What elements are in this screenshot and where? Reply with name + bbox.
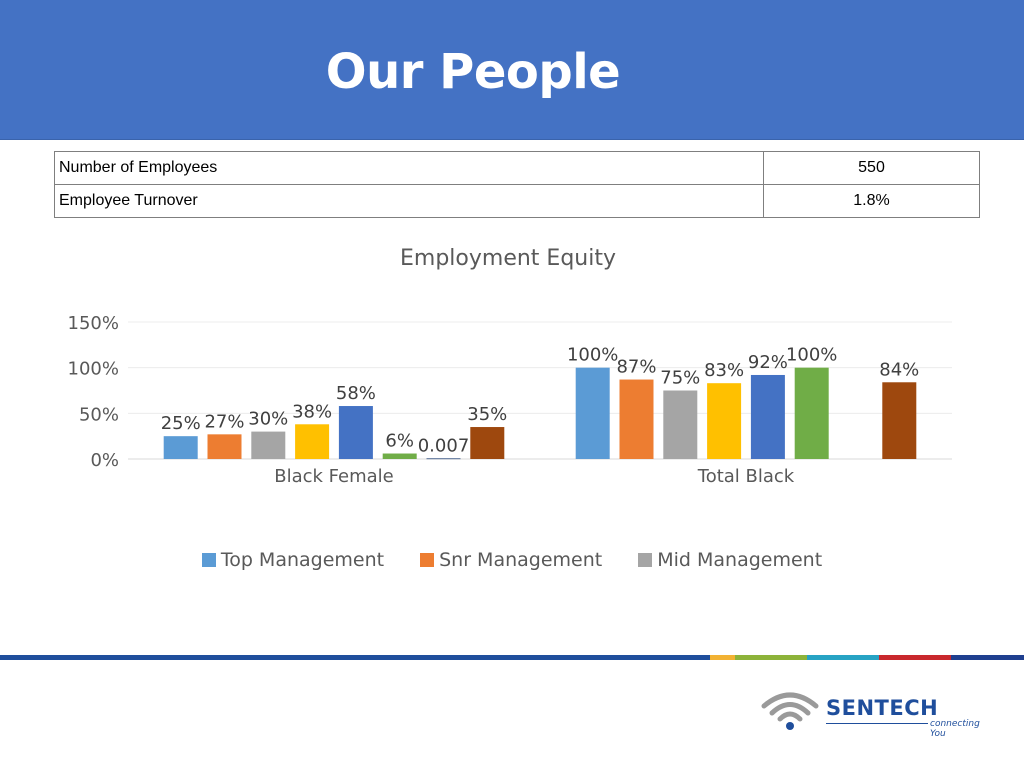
stat-label-employees: Number of Employees	[54, 151, 764, 185]
table-row: Number of Employees 550	[54, 151, 980, 185]
legend-swatch	[420, 553, 435, 567]
data-label: 0.007	[418, 435, 470, 456]
y-tick-label: 100%	[68, 359, 119, 380]
logo-rule	[826, 723, 928, 724]
x-axis-categories: Black Female Total Black	[274, 466, 795, 487]
logo-wordmark: SENTECH	[826, 696, 939, 720]
legend-swatch	[638, 553, 653, 567]
bar	[470, 427, 505, 459]
stat-label-turnover: Employee Turnover	[54, 184, 764, 218]
data-label: 6%	[385, 431, 414, 452]
data-label: 38%	[292, 401, 332, 422]
y-tick-label: 50%	[79, 404, 119, 425]
data-label: 30%	[248, 409, 288, 430]
stripe-segment	[0, 655, 710, 660]
sentech-logo: SENTECH connecting You	[760, 686, 982, 739]
data-label: 75%	[660, 368, 700, 389]
stripe-segment	[951, 655, 1024, 660]
legend-label: Top Management	[220, 549, 385, 571]
bar	[338, 406, 373, 459]
wifi-signal-icon	[761, 692, 819, 730]
legend-item: Mid Management	[638, 549, 822, 571]
legend-item: Top Management	[201, 549, 385, 571]
bar	[251, 431, 286, 459]
legend-label: Snr Management	[439, 549, 603, 571]
data-label: 100%	[786, 345, 837, 366]
header-banner: Our People	[0, 0, 1024, 140]
bar	[426, 458, 461, 460]
data-label: 58%	[336, 383, 376, 404]
chart-title: Employment Equity	[400, 246, 616, 271]
stats-table: Number of Employees 550 Employee Turnove…	[54, 151, 980, 218]
table-row: Employee Turnover 1.8%	[54, 184, 980, 218]
data-label: 84%	[879, 359, 919, 380]
bar	[163, 436, 198, 459]
bar	[707, 383, 742, 459]
data-label: 27%	[204, 411, 244, 432]
data-label: 87%	[616, 357, 656, 378]
chart-legend: Top Management Snr Management Mid Manageme…	[0, 549, 1024, 571]
data-label: 83%	[704, 360, 744, 381]
stripe-segment	[735, 655, 807, 660]
legend-item: Snr Management	[420, 549, 602, 571]
stripe-segment	[879, 655, 951, 660]
stat-value-employees: 550	[763, 151, 980, 185]
data-label: 100%	[567, 345, 618, 366]
page-title: Our People	[325, 44, 621, 100]
stripe-segment	[710, 655, 735, 660]
employment-equity-chart: Employment Equity 0% 50% 100% 150% 25% 27% 30…	[68, 246, 952, 487]
bar	[794, 367, 829, 459]
data-label: 25%	[161, 413, 201, 434]
y-axis-ticks: 0% 50% 100% 150%	[68, 313, 119, 471]
stripe-segment	[807, 655, 879, 660]
stat-value-turnover: 1.8%	[763, 184, 980, 218]
bar	[750, 374, 785, 459]
bar	[882, 382, 917, 459]
bar	[619, 379, 654, 459]
x-category-label: Black Female	[274, 466, 394, 487]
footer-stripe	[0, 655, 1024, 660]
logo-tagline: connecting You	[930, 719, 980, 739]
y-tick-label: 150%	[68, 313, 119, 334]
chart-bars	[163, 367, 917, 460]
bar	[207, 434, 242, 459]
bar	[575, 367, 610, 459]
bar	[295, 424, 330, 459]
y-tick-label: 0%	[90, 450, 119, 471]
legend-swatch	[201, 553, 216, 567]
data-label: 35%	[467, 404, 507, 425]
legend-label: Mid Management	[657, 549, 823, 571]
x-category-label: Total Black	[697, 466, 795, 487]
bar	[663, 390, 698, 459]
data-label: 92%	[748, 352, 788, 373]
bar	[382, 453, 417, 459]
